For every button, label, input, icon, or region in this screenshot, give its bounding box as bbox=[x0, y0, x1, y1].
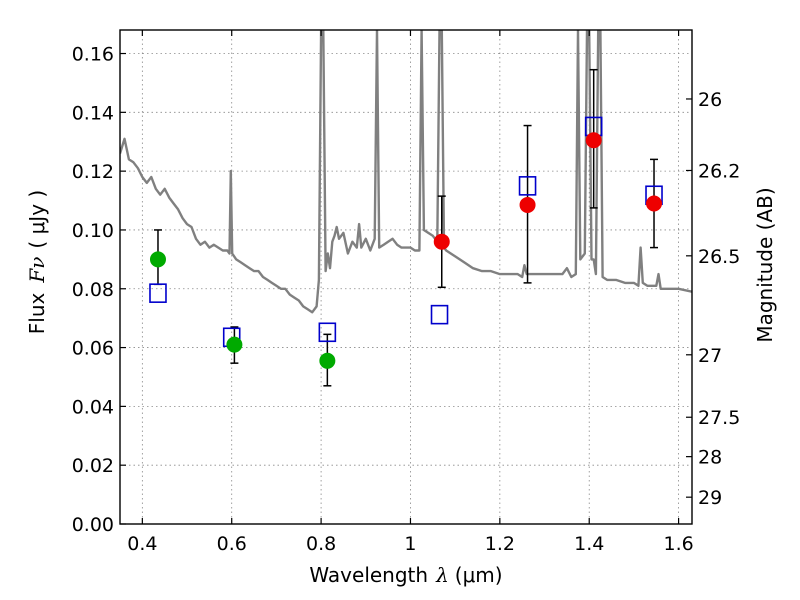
observed-point-red bbox=[585, 132, 602, 149]
right-axis-ticks: 26 26.2 26.5 27 27.5 28 29 bbox=[686, 89, 740, 509]
y-tick-label: 0.12 bbox=[72, 161, 114, 183]
model-photometry-square bbox=[149, 283, 167, 303]
right-axis-label: Magnitude (AB) bbox=[753, 187, 777, 342]
y-tick-label: 0.14 bbox=[72, 102, 114, 124]
model-photometry-square bbox=[318, 322, 337, 343]
x-tick-label: 1.6 bbox=[663, 533, 693, 555]
x-tick-label: 1 bbox=[404, 533, 416, 555]
right-tick-label: 28 bbox=[698, 447, 722, 469]
right-tick-label: 26.5 bbox=[698, 246, 740, 268]
y-tick-label: 0.06 bbox=[72, 338, 114, 360]
x-tick-label: 0.6 bbox=[217, 533, 247, 555]
plot-frame bbox=[119, 29, 693, 525]
y-axis-label: FluxFν( μJy ) bbox=[25, 190, 49, 334]
x-tick-label: 1.4 bbox=[574, 533, 604, 555]
observed-point-green bbox=[319, 352, 336, 369]
model-spectrum bbox=[120, 30, 692, 314]
x-tick-label: 0.8 bbox=[306, 533, 336, 555]
y-tick-label: 0.10 bbox=[72, 220, 114, 242]
y-tick-label: 0.02 bbox=[72, 455, 114, 477]
y-axis-ticks: 0.00 0.02 0.04 0.06 0.08 0.10 0.12 0.14 0.16 bbox=[72, 44, 126, 536]
right-tick-label: 26 bbox=[698, 89, 722, 111]
observed-point-red bbox=[433, 233, 450, 250]
x-axis-ticks: 0.4 0.6 0.8 1 1.2 1.4 1.6 bbox=[127, 30, 694, 555]
y-tick-label: 0.00 bbox=[72, 514, 114, 536]
observed-point-red bbox=[646, 195, 663, 212]
observed-point-green bbox=[226, 336, 243, 353]
x-tick-label: 1.2 bbox=[485, 533, 515, 555]
observed-point-red bbox=[519, 196, 536, 213]
model-photometry-square bbox=[430, 304, 449, 325]
model-photometry-square bbox=[518, 176, 537, 196]
right-tick-label: 29 bbox=[698, 487, 722, 509]
x-axis-label: Wavelength λ (μm) bbox=[309, 563, 502, 587]
y-tick-label: 0.16 bbox=[72, 44, 114, 66]
right-tick-label: 27.5 bbox=[698, 407, 740, 429]
y-tick-label: 0.08 bbox=[72, 279, 114, 301]
right-tick-label: 26.2 bbox=[698, 160, 740, 182]
right-tick-label: 27 bbox=[698, 345, 722, 367]
spectrum-line bbox=[120, 30, 692, 314]
observed-point-green bbox=[149, 251, 166, 268]
x-tick-label: 0.4 bbox=[127, 533, 157, 555]
gridlines bbox=[120, 30, 692, 525]
y-tick-label: 0.04 bbox=[72, 396, 114, 418]
observed-flux-points bbox=[149, 132, 663, 369]
